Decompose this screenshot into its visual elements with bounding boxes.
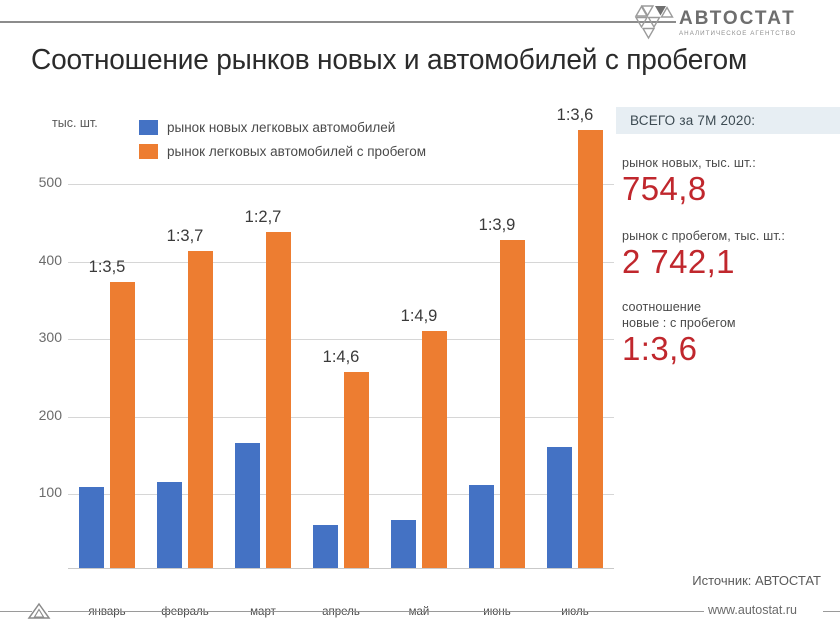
legend-item-used[interactable]: рынок легковых автомобилей с пробегом (139, 142, 426, 161)
bar-used[interactable] (344, 372, 369, 568)
page-title: Соотношение рынков новых и автомобилей с… (31, 44, 748, 76)
autostat-hexagon-logo-icon (634, 5, 674, 40)
ratio-label: 1:4,6 (322, 348, 360, 367)
bar-used[interactable] (422, 330, 447, 568)
x-tick-label: январь (88, 606, 126, 618)
bar-new[interactable] (547, 447, 572, 568)
bars (536, 129, 614, 568)
stat-caption: рынок с пробегом, тыс. шт.: (622, 228, 785, 243)
ratio-label: 1:3,5 (88, 257, 126, 276)
legend-label-used: рынок легковых автомобилей с пробегом (167, 144, 427, 159)
bar-new[interactable] (235, 443, 260, 568)
bar-used[interactable] (500, 240, 525, 568)
triangle-outline-icon (27, 602, 51, 619)
header-divider (0, 21, 676, 23)
bars (146, 132, 224, 568)
y-tick-400: 400 (38, 252, 62, 268)
bars (302, 132, 380, 568)
stat-caption-line1: соотношение (622, 299, 702, 314)
bars (458, 132, 536, 568)
bar-group[interactable]: 1:4,9 май (380, 132, 458, 618)
axis-baseline (68, 568, 614, 569)
brand-name: АВТОСТАТ (679, 7, 796, 29)
legend-swatch-new (139, 120, 158, 135)
bar-new[interactable] (313, 525, 338, 568)
website-url[interactable]: www.autostat.ru (708, 603, 797, 617)
brand-logo: АВТОСТАТ АНАЛИТИЧЕСКОЕ АГЕНТСТВО (634, 2, 830, 44)
footer-divider-right (823, 611, 840, 612)
x-tick-label: март (250, 606, 276, 618)
ratio-label: 1:3,7 (166, 226, 204, 245)
stat-value: 1:3,6 (622, 329, 698, 367)
brand-logo-text: АВТОСТАТ АНАЛИТИЧЕСКОЕ АГЕНТСТВО (679, 9, 796, 37)
gridline-500 (68, 184, 614, 185)
legend-label-new: рынок новых легковых автомобилей (167, 120, 396, 135)
bar-group[interactable]: 1:3,7 февраль (146, 132, 224, 618)
bars (380, 132, 458, 568)
bar-new[interactable] (79, 486, 104, 568)
y-tick-200: 200 (38, 407, 62, 423)
bar-new[interactable] (469, 484, 494, 568)
bar-group[interactable]: 1:2,7 март (224, 132, 302, 618)
x-tick-label: апрель (322, 606, 360, 618)
stat-caption-line2: новые : с пробегом (622, 315, 736, 330)
legend-swatch-used (139, 144, 158, 159)
summary-badge: ВСЕГО за 7М 2020: (616, 107, 840, 134)
bar-used[interactable] (188, 250, 213, 568)
ratio-label: 1:3,9 (478, 216, 516, 235)
stat-used-market: рынок с пробегом, тыс. шт.: 2 742,1 (622, 228, 840, 280)
ratio-label: 1:4,9 (400, 306, 438, 325)
chart-panel: тыс. шт. рынок новых легковых автомобиле… (0, 100, 615, 618)
gridline-400 (68, 262, 614, 263)
stat-ratio: соотношение новые : с пробегом 1:3,6 (622, 299, 840, 367)
bar-used[interactable] (266, 231, 291, 568)
legend-item-new[interactable]: рынок новых легковых автомобилей (139, 118, 426, 137)
y-tick-100: 100 (38, 484, 62, 500)
bar-new[interactable] (157, 482, 182, 568)
bar-group[interactable]: 1:3,5 январь (68, 132, 146, 618)
bars (68, 132, 146, 568)
x-tick-label: февраль (161, 606, 209, 618)
bar-used[interactable] (110, 281, 135, 568)
y-axis-unit-label: тыс. шт. (52, 116, 98, 130)
x-tick-label: июнь (483, 606, 511, 618)
bar-new[interactable] (391, 519, 416, 568)
footer-divider-left (0, 611, 32, 612)
stat-value: 754,8 (622, 170, 707, 208)
summary-badge-label: ВСЕГО за 7М 2020: (630, 113, 756, 128)
plot-area: 500 400 300 200 100 1:3,5 январь 1:3,7 (0, 100, 615, 618)
stat-caption: рынок новых, тыс. шт.: (622, 156, 756, 170)
gridline-200 (68, 417, 614, 418)
ratio-label: 1:2,7 (244, 207, 282, 226)
y-tick-300: 300 (38, 329, 62, 345)
brand-tagline: АНАЛИТИЧЕСКОЕ АГЕНТСТВО (679, 29, 797, 37)
stat-value: 2 742,1 (622, 242, 735, 280)
source-note: Источник: АВТОСТАТ (692, 573, 821, 588)
gridline-100 (68, 494, 614, 495)
x-tick-label: июль (561, 606, 589, 618)
ratio-label: 1:3,6 (556, 105, 594, 124)
stat-new-market: рынок новых, тыс. шт.: 754,8 (622, 155, 840, 207)
bar-group[interactable]: 1:4,6 апрель (302, 132, 380, 618)
footer-divider-mid (48, 611, 704, 612)
x-tick-label: май (408, 606, 430, 618)
chart-legend: рынок новых легковых автомобилей рынок л… (139, 118, 426, 161)
bar-group[interactable]: 1:3,9 июнь (458, 132, 536, 618)
gridline-300 (68, 339, 614, 340)
bar-used[interactable] (578, 129, 603, 568)
y-tick-500: 500 (38, 174, 62, 190)
bar-group[interactable]: 1:3,6 июль (536, 106, 614, 618)
summary-panel: ВСЕГО за 7М 2020: рынок новых, тыс. шт.:… (616, 107, 840, 367)
bars (224, 132, 302, 568)
